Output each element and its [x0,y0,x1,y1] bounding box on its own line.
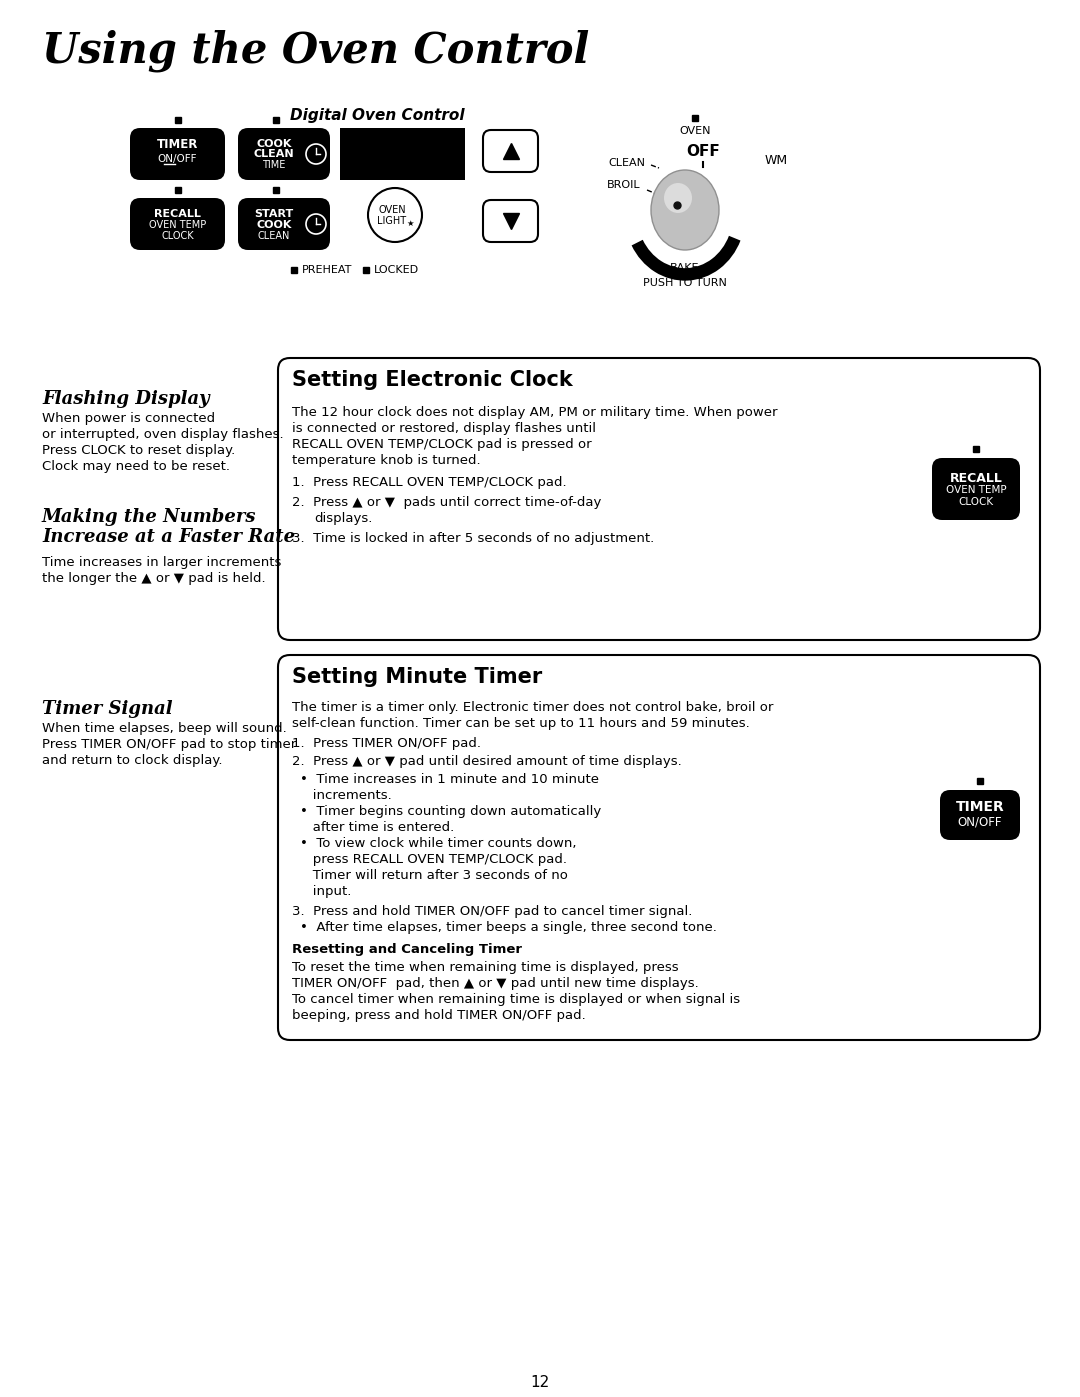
Text: TIMER: TIMER [157,138,199,151]
Text: TIMER: TIMER [956,800,1004,814]
Text: Press TIMER ON/OFF pad to stop timer: Press TIMER ON/OFF pad to stop timer [42,738,296,752]
FancyBboxPatch shape [238,198,330,250]
Text: PUSH TO TURN: PUSH TO TURN [643,278,727,288]
FancyBboxPatch shape [278,655,1040,1039]
Text: CLEAN: CLEAN [608,158,645,168]
Text: 3.  Time is locked in after 5 seconds of no adjustment.: 3. Time is locked in after 5 seconds of … [292,532,654,545]
Text: When time elapses, beep will sound.: When time elapses, beep will sound. [42,722,287,735]
Text: displays.: displays. [314,511,373,525]
Text: CLOCK: CLOCK [958,497,994,507]
Text: The timer is a timer only. Electronic timer does not control bake, broil or: The timer is a timer only. Electronic ti… [292,701,773,714]
Text: Press CLOCK to reset display.: Press CLOCK to reset display. [42,444,235,457]
Text: BROIL: BROIL [606,180,640,190]
Text: Timer will return after 3 seconds of no: Timer will return after 3 seconds of no [300,869,568,882]
Text: CLOCK: CLOCK [161,231,193,242]
Text: press RECALL OVEN TEMP/CLOCK pad.: press RECALL OVEN TEMP/CLOCK pad. [300,854,567,866]
Text: OVEN: OVEN [679,126,711,136]
Text: self-clean function. Timer can be set up to 11 hours and 59 minutes.: self-clean function. Timer can be set up… [292,717,750,731]
Text: COOK: COOK [256,219,292,231]
Text: •  After time elapses, timer beeps a single, three second tone.: • After time elapses, timer beeps a sing… [300,921,717,935]
Text: Time increases in larger increments: Time increases in larger increments [42,556,282,569]
Text: Using the Oven Control: Using the Oven Control [42,29,590,73]
Text: 3.  Press and hold TIMER ON/OFF pad to cancel timer signal.: 3. Press and hold TIMER ON/OFF pad to ca… [292,905,692,918]
Text: To cancel timer when remaining time is displayed or when signal is: To cancel timer when remaining time is d… [292,993,740,1006]
Text: The 12 hour clock does not display AM, PM or military time. When power: The 12 hour clock does not display AM, P… [292,407,778,419]
FancyBboxPatch shape [130,198,225,250]
Text: RECALL OVEN TEMP/CLOCK pad is pressed or: RECALL OVEN TEMP/CLOCK pad is pressed or [292,439,592,451]
Text: OVEN: OVEN [378,205,406,215]
Text: or interrupted, oven display flashes.: or interrupted, oven display flashes. [42,427,284,441]
Text: input.: input. [300,886,351,898]
Ellipse shape [651,170,719,250]
Text: Timer Signal: Timer Signal [42,700,173,718]
FancyBboxPatch shape [483,130,538,172]
FancyBboxPatch shape [932,458,1020,520]
Text: after time is entered.: after time is entered. [300,821,455,834]
Text: increments.: increments. [300,789,392,802]
Text: CLEAN: CLEAN [258,231,291,242]
FancyBboxPatch shape [483,200,538,242]
Text: TIMER ON/OFF  pad, then ▲ or ▼ pad until new time displays.: TIMER ON/OFF pad, then ▲ or ▼ pad until … [292,977,699,990]
Text: ON/OFF: ON/OFF [158,154,198,163]
Text: LOCKED: LOCKED [374,265,419,275]
FancyBboxPatch shape [278,358,1040,640]
Text: Increase at a Faster Rate: Increase at a Faster Rate [42,528,295,546]
Text: •  Time increases in 1 minute and 10 minute: • Time increases in 1 minute and 10 minu… [300,773,599,787]
Text: 12: 12 [530,1375,550,1390]
Text: Flashing Display: Flashing Display [42,390,210,408]
Text: RECALL: RECALL [949,472,1002,485]
Text: temperature knob is turned.: temperature knob is turned. [292,454,481,467]
Text: 1.  Press TIMER ON/OFF pad.: 1. Press TIMER ON/OFF pad. [292,738,481,750]
Text: 1.  Press RECALL OVEN TEMP/CLOCK pad.: 1. Press RECALL OVEN TEMP/CLOCK pad. [292,476,567,489]
Text: WM: WM [765,155,788,168]
Text: OVEN TEMP: OVEN TEMP [946,485,1007,495]
Ellipse shape [664,183,692,212]
Text: Resetting and Canceling Timer: Resetting and Canceling Timer [292,943,522,956]
FancyBboxPatch shape [130,129,225,180]
Text: When power is connected: When power is connected [42,412,215,425]
Text: PREHEAT: PREHEAT [302,265,352,275]
FancyBboxPatch shape [940,789,1020,840]
FancyBboxPatch shape [238,129,330,180]
Text: Digital Oven Control: Digital Oven Control [291,108,464,123]
Text: CLEAN: CLEAN [254,149,295,159]
Text: Setting Electronic Clock: Setting Electronic Clock [292,370,572,390]
Text: ★: ★ [406,218,414,228]
Text: and return to clock display.: and return to clock display. [42,754,222,767]
Text: LIGHT: LIGHT [377,217,406,226]
Text: Clock may need to be reset.: Clock may need to be reset. [42,460,230,474]
Text: OVEN TEMP: OVEN TEMP [149,219,206,231]
Text: Setting Minute Timer: Setting Minute Timer [292,666,542,687]
Text: Making the Numbers: Making the Numbers [42,509,257,527]
Text: TIME: TIME [262,161,286,170]
Text: RECALL: RECALL [154,210,201,219]
Text: the longer the ▲ or ▼ pad is held.: the longer the ▲ or ▼ pad is held. [42,571,266,585]
Text: is connected or restored, display flashes until: is connected or restored, display flashe… [292,422,596,434]
Text: START: START [255,210,294,219]
Text: beeping, press and hold TIMER ON/OFF pad.: beeping, press and hold TIMER ON/OFF pad… [292,1009,585,1023]
Text: 2.  Press ▲ or ▼  pads until correct time-of-day: 2. Press ▲ or ▼ pads until correct time-… [292,496,602,509]
Bar [340,129,465,180]
Text: COOK: COOK [256,138,292,149]
Text: •  Timer begins counting down automatically: • Timer begins counting down automatical… [300,805,602,819]
Text: OFF: OFF [686,144,720,159]
Text: ON/OFF: ON/OFF [958,816,1002,828]
Text: •  To view clock while timer counts down,: • To view clock while timer counts down, [300,837,577,849]
Text: To reset the time when remaining time is displayed, press: To reset the time when remaining time is… [292,961,678,974]
Text: BAKE: BAKE [671,263,700,272]
Text: 2.  Press ▲ or ▼ pad until desired amount of time displays.: 2. Press ▲ or ▼ pad until desired amount… [292,754,681,768]
Circle shape [368,189,422,242]
